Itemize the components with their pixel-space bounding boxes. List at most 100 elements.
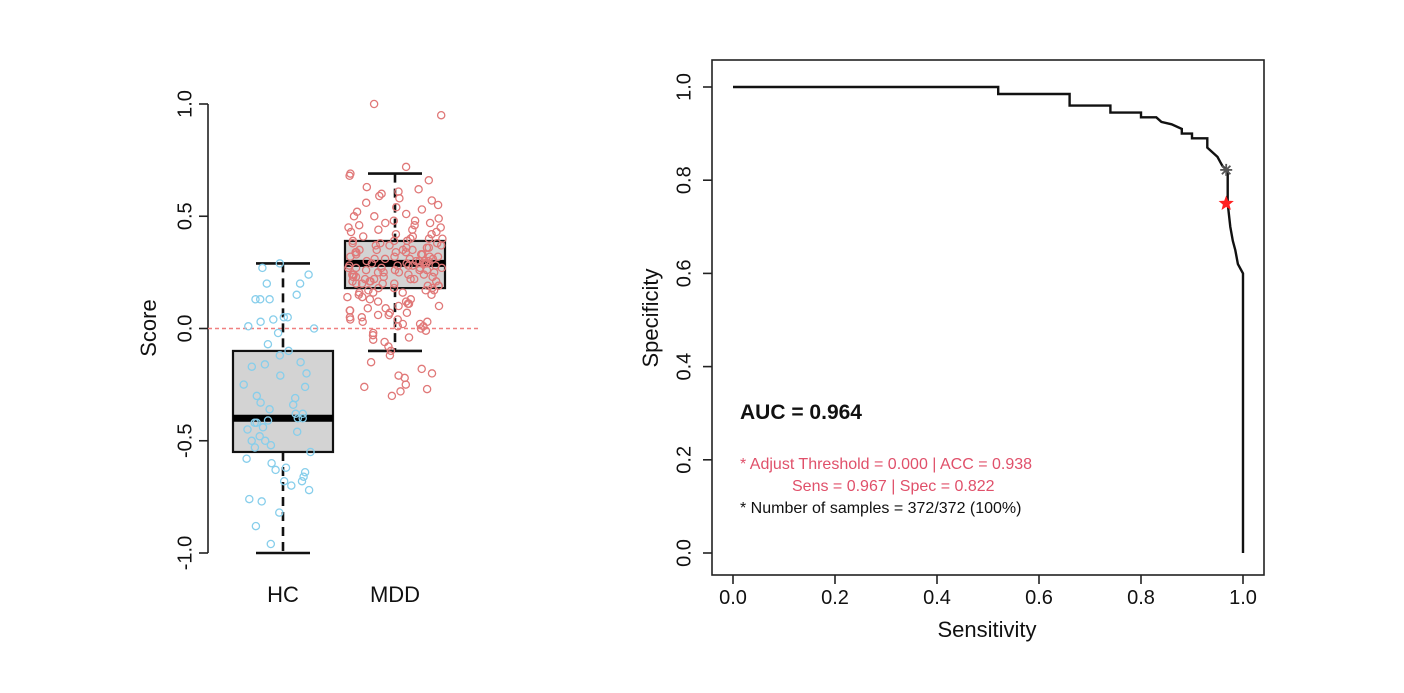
data-point (398, 288, 407, 297)
data-point (358, 292, 367, 302)
data-point (364, 286, 373, 295)
roc-y-tick-label: 1.0 (673, 73, 695, 101)
boxplot-y-ticks: -1.0 -0.5 0.0 0.5 1.0 (174, 90, 208, 570)
data-point (275, 508, 284, 517)
data-point (283, 313, 292, 322)
data-point (404, 333, 414, 342)
auc-label: AUC = 0.964 (740, 401, 862, 424)
data-point (361, 198, 371, 208)
data-point (434, 214, 443, 223)
data-point (375, 238, 385, 248)
data-point (256, 398, 265, 407)
data-point (389, 283, 399, 293)
data-point (276, 371, 285, 380)
data-point (396, 387, 405, 396)
roc-x-tick-label: 0.0 (719, 587, 747, 609)
data-point (394, 301, 403, 311)
data-point (275, 259, 285, 268)
data-point (304, 485, 314, 495)
data-point (437, 263, 447, 273)
data-point (368, 335, 378, 344)
data-point (262, 279, 272, 288)
data-point (425, 218, 435, 228)
data-point (389, 216, 399, 225)
data-point (433, 252, 443, 261)
data-point (365, 295, 375, 304)
data-point (424, 234, 434, 243)
data-point (368, 330, 378, 340)
data-point (255, 432, 264, 441)
data-point (266, 539, 276, 549)
data-point (419, 322, 428, 331)
data-point (279, 313, 289, 322)
data-point (346, 227, 356, 237)
boxplot-y-tick-label: 0.5 (174, 202, 196, 230)
data-point (429, 286, 439, 295)
roc-y-tick-label: 0.4 (673, 353, 695, 381)
data-point (423, 317, 432, 327)
data-point (263, 416, 273, 425)
data-point (250, 443, 260, 452)
data-point (390, 252, 399, 261)
data-point (384, 310, 393, 320)
data-point (358, 317, 367, 327)
data-point (374, 225, 383, 234)
roc-x-tick-label: 0.2 (821, 587, 849, 609)
data-point (427, 369, 437, 378)
data-point (422, 384, 432, 394)
data-point (402, 308, 412, 318)
boxplot-y-tick-label: 1.0 (174, 90, 196, 118)
data-point (380, 337, 389, 347)
data-point (370, 212, 379, 221)
data-point (372, 245, 381, 255)
data-point (386, 346, 396, 356)
asterisk-stroke (1221, 165, 1232, 175)
data-point (361, 265, 371, 275)
data-point (354, 220, 364, 230)
data-point (398, 319, 408, 329)
data-point (281, 463, 291, 472)
data-point (375, 191, 384, 201)
data-point (400, 373, 409, 383)
data-point (245, 494, 254, 504)
boxplot-group-hc (231, 259, 335, 555)
boxplot-y-tick-label: -0.5 (174, 424, 196, 458)
data-point (357, 313, 367, 322)
data-point (417, 205, 427, 214)
data-point (269, 315, 278, 324)
data-point (275, 351, 285, 360)
data-point (385, 241, 394, 250)
data-point (351, 279, 361, 288)
boxplot-x-tick-label: HC (267, 582, 299, 607)
data-point (344, 223, 353, 232)
data-point (404, 261, 413, 270)
data-point (297, 476, 307, 486)
data-point (404, 270, 413, 279)
data-point (293, 414, 303, 423)
roc-y-tick-label: 0.8 (673, 166, 695, 194)
box-iqr (231, 349, 335, 454)
data-point (292, 427, 302, 437)
data-point (424, 243, 434, 252)
data-point (436, 110, 446, 120)
data-point (292, 290, 301, 300)
data-point (427, 196, 437, 205)
data-point (265, 405, 274, 414)
roc-x-tick-label: 0.8 (1127, 587, 1155, 609)
data-point (421, 286, 430, 295)
data-point (257, 497, 266, 506)
boxplot-y-tick-label: -1.0 (174, 536, 196, 570)
roc-x-tick-label: 0.4 (923, 587, 951, 609)
data-point (346, 252, 355, 261)
data-point (345, 171, 354, 181)
data-point (362, 256, 371, 266)
data-point (348, 238, 357, 248)
data-point (419, 270, 429, 279)
data-point (279, 476, 289, 486)
data-point (247, 436, 256, 446)
data-point (295, 279, 305, 288)
data-point (417, 364, 426, 374)
data-point (384, 342, 393, 351)
default-threshold-marker (1220, 163, 1233, 176)
data-point (378, 279, 387, 288)
